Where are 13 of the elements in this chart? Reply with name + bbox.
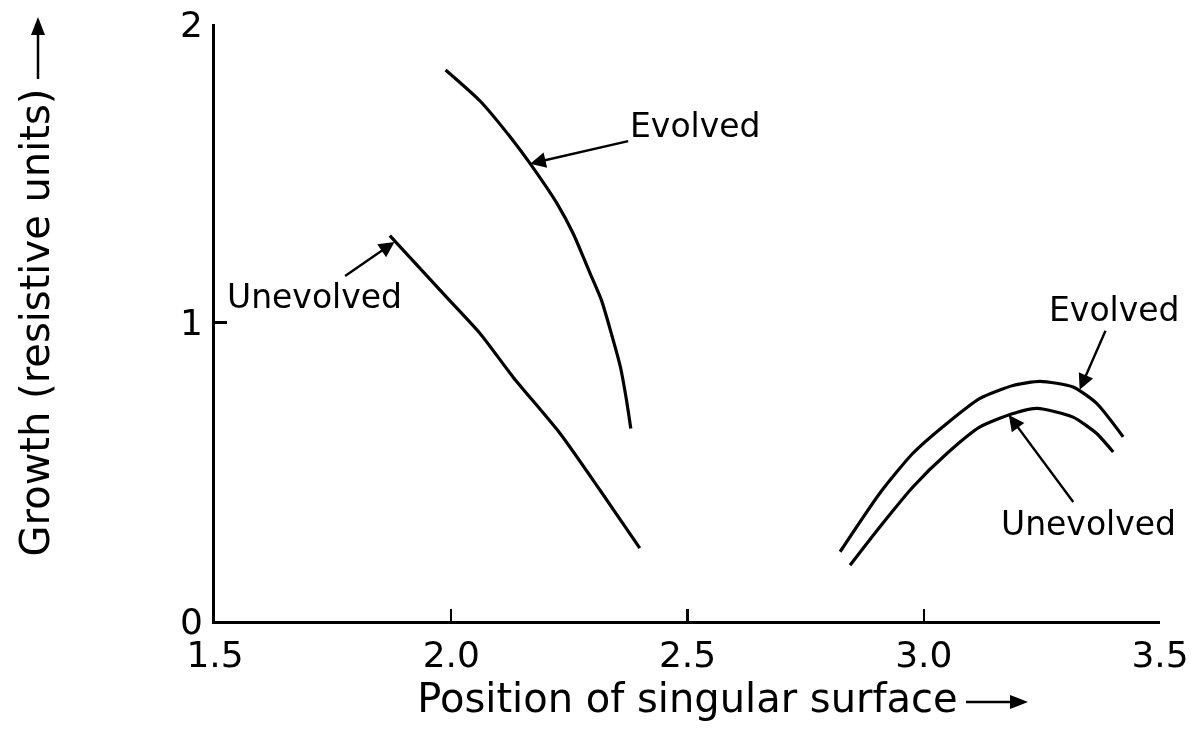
annotation: Evolved [1049, 290, 1180, 329]
annotation: Evolved [630, 106, 761, 145]
line-series [443, 68, 633, 431]
y-axis-title: Growth (resistive units) [12, 88, 59, 557]
annotation: Unevolved [1001, 504, 1177, 543]
x-tick-label: 2.5 [658, 634, 717, 676]
x-tick-label: 3.0 [895, 634, 953, 676]
y-tick-label: 1 [179, 302, 203, 344]
x-tick-label: 3.5 [1131, 634, 1189, 676]
y-tick-label: 2 [179, 3, 203, 45]
annotation: Unevolved [227, 277, 403, 316]
x-tick-label: 2.0 [422, 634, 480, 676]
x-axis-title: Position of singular surface [417, 675, 958, 722]
